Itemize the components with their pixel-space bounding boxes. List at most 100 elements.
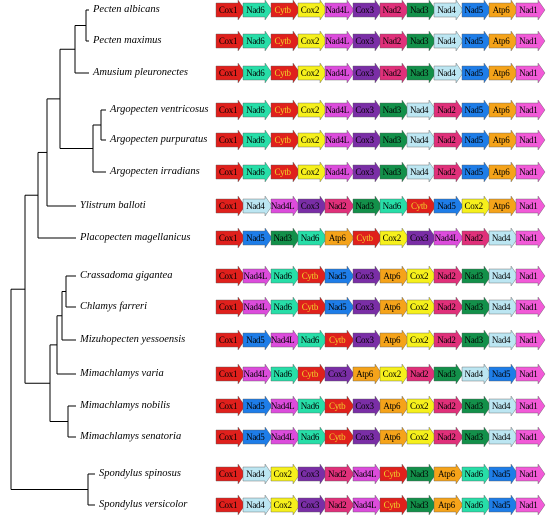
gene-label: Cox1 — [218, 233, 238, 243]
gene-arrow-nad3: Nad3 — [461, 265, 491, 287]
gene-label: Cox3 — [355, 167, 374, 177]
species-label: Amusium pleuronectes — [93, 67, 188, 78]
gene-arrow-shape — [379, 329, 410, 351]
gene-label: Cytb — [274, 5, 291, 15]
gene-arrow-cox1: Cox1 — [215, 62, 246, 84]
gene-order-row: Cox1 Nad5 Nad3 Nad6 Atp6 Cytb Cox2 Cox3 Nad4L Nad… — [215, 227, 546, 249]
gene-arrow-shape — [516, 30, 546, 52]
gene-arrow-shape — [379, 129, 410, 151]
gene-label: Atp6 — [492, 167, 510, 177]
gene-arrow-nad3: Nad3 — [461, 395, 491, 417]
gene-arrow-nad3: Nad3 — [379, 129, 410, 151]
gene-label: Cox3 — [328, 369, 347, 379]
gene-arrow-shape — [516, 494, 546, 516]
gene-arrow-nad1: Nad1 — [516, 296, 546, 318]
gene-arrow-shape — [215, 395, 246, 417]
gene-arrow-cox3: Cox3 — [352, 265, 382, 287]
gene-arrow-cox3: Cox3 — [352, 329, 382, 351]
gene-arrow-cox3: Cox3 — [297, 195, 328, 217]
gene-arrow-nad4: Nad4 — [488, 395, 519, 417]
gene-arrow-shape — [297, 395, 328, 417]
gene-label: Cox1 — [218, 105, 238, 115]
gene-arrow-shape — [488, 62, 519, 84]
gene-label: Nad2 — [437, 302, 456, 312]
gene-label: Nad5 — [464, 5, 484, 15]
gene-arrow-nad4: Nad4 — [434, 62, 464, 84]
gene-label: Cox3 — [355, 36, 374, 46]
gene-label: Nad4 — [491, 335, 511, 345]
gene-label: Cox1 — [218, 36, 238, 46]
gene-label: Nad5 — [491, 369, 511, 379]
gene-arrow-shape — [379, 62, 410, 84]
gene-arrow-shape — [434, 494, 464, 516]
gene-label: Cytb — [274, 36, 291, 46]
gene-arrow-nad5: Nad5 — [488, 494, 519, 516]
gene-arrow-shape — [379, 195, 410, 217]
gene-label: Nad4 — [464, 369, 484, 379]
gene-label: Nad4 — [409, 105, 429, 115]
gene-label: Cox3 — [300, 500, 320, 510]
gene-label: Nad1 — [519, 105, 538, 115]
gene-label: Nad2 — [328, 500, 347, 510]
gene-label: Nad4L — [325, 5, 349, 15]
gene-label: Nad3 — [409, 68, 429, 78]
gene-label: Nad2 — [328, 469, 347, 479]
gene-arrow-shape — [243, 395, 273, 417]
species-label: Mimachlamys varia — [80, 368, 164, 379]
gene-arrow-nad4: Nad4 — [488, 296, 519, 318]
gene-arrow-shape — [434, 30, 464, 52]
gene-label: Cox1 — [218, 469, 238, 479]
gene-arrow-shape — [243, 426, 273, 448]
gene-label: Nad5 — [328, 271, 347, 281]
gene-arrow-nad4l: Nad4L — [324, 0, 355, 21]
gene-arrow-atp6: Atp6 — [434, 494, 464, 516]
gene-arrow-nad6: Nad6 — [243, 129, 273, 151]
gene-arrow-cox3: Cox3 — [352, 62, 382, 84]
gene-label: Nad4 — [437, 68, 456, 78]
gene-arrow-nad1: Nad1 — [516, 195, 546, 217]
gene-arrow-shape — [406, 463, 437, 485]
gene-label: Cox3 — [300, 201, 320, 211]
gene-arrow-nad4: Nad4 — [243, 463, 273, 485]
gene-arrow-shape — [324, 0, 355, 21]
gene-label: Nad4 — [491, 401, 511, 411]
gene-arrow-nad5: Nad5 — [461, 62, 491, 84]
gene-arrow-nad4l: Nad4L — [270, 195, 300, 217]
gene-label: Atp6 — [383, 302, 401, 312]
gene-arrow-cytb: Cytb — [297, 265, 328, 287]
gene-arrow-nad4: Nad4 — [406, 99, 437, 121]
gene-arrow-shape — [215, 463, 246, 485]
gene-arrow-cox3: Cox3 — [324, 363, 355, 385]
gene-arrow-shape — [461, 363, 491, 385]
species-label: Argopecten ventricosus — [110, 104, 209, 115]
gene-label: Nad6 — [300, 401, 320, 411]
gene-arrow-nad5: Nad5 — [488, 463, 519, 485]
gene-arrow-shape — [270, 99, 300, 121]
gene-label: Cytb — [356, 233, 373, 243]
gene-arrow-shape — [461, 161, 491, 183]
gene-arrow-nad3: Nad3 — [461, 426, 491, 448]
gene-label: Nad4 — [246, 201, 265, 211]
gene-arrow-shape — [516, 395, 546, 417]
gene-label: Nad4L — [270, 335, 295, 345]
gene-arrow-shape — [488, 129, 519, 151]
gene-arrow-nad4l: Nad4L — [324, 30, 355, 52]
gene-arrow-shape — [461, 99, 491, 121]
gene-arrow-nad3: Nad3 — [270, 227, 300, 249]
gene-arrow-nad1: Nad1 — [516, 227, 546, 249]
gene-arrow-shape — [516, 265, 546, 287]
gene-arrow-shape — [297, 265, 328, 287]
gene-arrow-shape — [243, 99, 273, 121]
gene-label: Cox2 — [300, 68, 320, 78]
gene-label: Nad5 — [464, 167, 484, 177]
gene-arrow-shape — [243, 463, 273, 485]
gene-arrow-shape — [297, 227, 328, 249]
gene-label: Nad3 — [382, 167, 402, 177]
gene-arrow-shape — [461, 30, 491, 52]
gene-arrow-cytb: Cytb — [270, 129, 300, 151]
gene-arrow-shape — [516, 296, 546, 318]
gene-label: Nad5 — [246, 401, 265, 411]
gene-label: Nad6 — [246, 36, 265, 46]
gene-arrow-shape — [488, 195, 519, 217]
gene-order-row: Cox1 Nad6 Cytb Cox2 Nad4L Cox3 Nad2 Nad3 Nad4 Nad… — [215, 30, 546, 52]
